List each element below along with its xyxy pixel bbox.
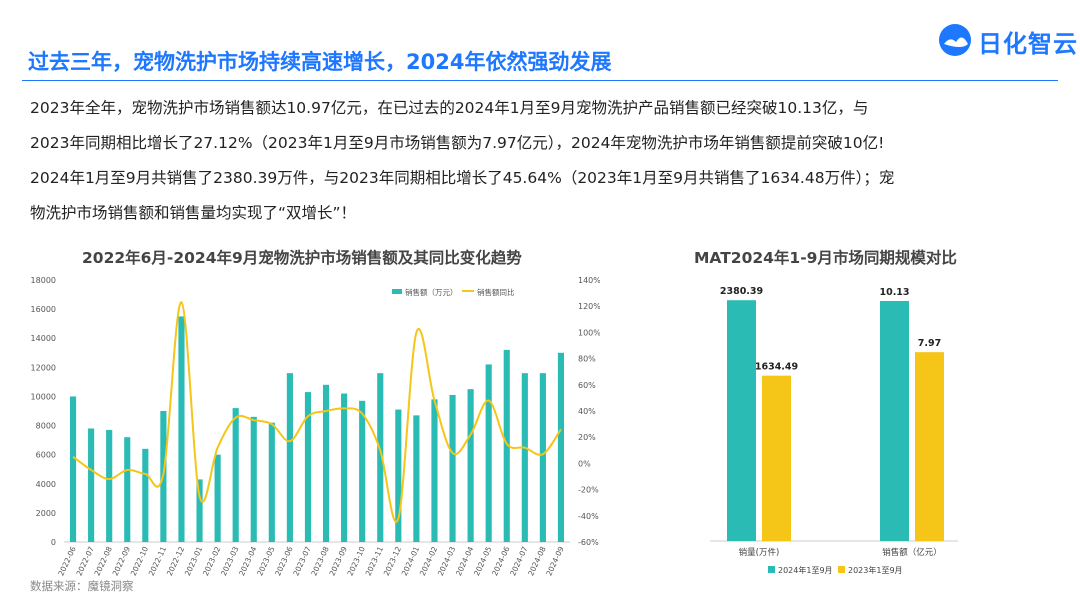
- right-y-tick: -40%: [578, 512, 599, 521]
- legend-label-sales: 销售额（万元）: [405, 287, 458, 297]
- left-y-tick: 8000: [36, 422, 56, 431]
- right-y-tick: 120%: [578, 302, 600, 311]
- sales-bar: [304, 392, 312, 542]
- sales-bar: [268, 422, 275, 542]
- right-y-tick: -60%: [578, 538, 599, 547]
- sales-bar: [250, 416, 257, 542]
- sales-bar: [88, 428, 95, 542]
- sales-bar: [214, 454, 221, 542]
- right-y-tick: 80%: [578, 355, 596, 364]
- title-divider: [22, 80, 1058, 81]
- bar-value-label: 10.13: [879, 287, 909, 298]
- page-title: 过去三年，宠物洗护市场持续高速增长，2024年依然强劲发展: [28, 50, 612, 74]
- sales-bar: [359, 400, 366, 542]
- left-y-tick: 6000: [36, 451, 56, 460]
- left-y-tick: 14000: [31, 334, 56, 343]
- sales-bar: [449, 394, 456, 542]
- left-y-tick: 4000: [36, 480, 56, 489]
- sales-bar: [124, 437, 131, 542]
- sales-bar: [341, 393, 348, 542]
- left-y-tick: 18000: [31, 276, 56, 285]
- comparison-bar: [915, 352, 944, 541]
- cloud-icon: [939, 24, 971, 56]
- right-y-tick: -20%: [578, 486, 599, 495]
- sales-trend-chart: 0 2000 4000 6000 8000 10000 12000 14000 16000 180…: [31, 276, 600, 577]
- right-y-tick: 60%: [578, 381, 596, 390]
- sales-bar: [178, 316, 185, 542]
- legend-swatch-yoy: [462, 290, 474, 292]
- sales-bar: [395, 409, 402, 542]
- left-chart-title: 2022年6月-2024年9月宠物洗护市场销售额及其同比变化趋势: [82, 249, 522, 267]
- sales-bar: [521, 373, 528, 542]
- sales-bar: [322, 384, 330, 542]
- category-label: 销售额（亿元）: [882, 547, 942, 558]
- body-line-1: 2023年全年，宠物洗护市场销售额达10.97亿元，在已过去的2024年1月至9…: [30, 99, 869, 117]
- category-label: 销量(万件): [739, 547, 780, 558]
- sales-bar: [503, 349, 510, 542]
- bar-value-label: 7.97: [918, 338, 941, 349]
- data-source: 数据来源：魔镜洞察: [30, 579, 134, 593]
- right-y-tick: 140%: [578, 276, 600, 285]
- body-line-3: 2024年1月至9月共销售了2380.39万件，与2023年同期相比增长了45.…: [30, 169, 895, 187]
- legend-swatch-2024: [768, 566, 775, 573]
- left-y-tick: 10000: [31, 392, 56, 401]
- sales-bar: [413, 415, 420, 542]
- right-y-tick: 100%: [578, 328, 600, 337]
- left-y-tick: 0: [51, 538, 56, 547]
- legend-label-2024: 2024年1至9月: [778, 565, 833, 575]
- right-chart-title: MAT2024年1-9月市场同期规模对比: [694, 249, 957, 267]
- sales-bar: [69, 396, 77, 542]
- right-y-tick: 0%: [578, 459, 591, 468]
- bar-value-label: 1634.49: [755, 362, 798, 373]
- yoy-line: [72, 301, 562, 523]
- legend-swatch-sales: [392, 289, 402, 294]
- comparison-bar: [880, 300, 909, 541]
- left-y-tick: 16000: [31, 305, 56, 314]
- legend-label-yoy: 销售额同比: [477, 287, 515, 297]
- left-y-tick: 2000: [36, 509, 56, 518]
- sales-bar: [377, 373, 384, 542]
- bar-value-label: 2380.39: [720, 286, 763, 297]
- sales-bar: [142, 448, 149, 542]
- mat-comparison-chart: 2380.39 1634.49 销量(万件) 10.13 7.97 销售额（亿元） 2024…: [710, 286, 958, 575]
- sales-bar: [467, 389, 474, 542]
- comparison-bar: [762, 375, 791, 541]
- right-y-tick: 40%: [578, 407, 596, 416]
- legend-swatch-2023: [838, 566, 845, 573]
- left-y-tick: 12000: [31, 363, 56, 372]
- sales-bar: [557, 352, 565, 542]
- brand-name: 日化智云: [978, 30, 1078, 58]
- sales-bar: [106, 429, 113, 542]
- comparison-bar: [727, 300, 756, 541]
- sales-bar: [431, 399, 438, 542]
- x-tick-label: 2024-09: [544, 545, 565, 577]
- sales-bar: [286, 373, 293, 542]
- right-y-tick: 20%: [578, 433, 596, 442]
- sales-bar: [539, 373, 546, 542]
- body-line-2: 2023年同期相比增长了27.12%（2023年1月至9月市场销售额为7.97亿…: [30, 134, 885, 152]
- legend-label-2023: 2023年1至9月: [848, 565, 903, 575]
- brand-logo: [939, 24, 971, 56]
- body-line-4: 物洗护市场销售额和销售量均实现了“双增长”！: [30, 204, 357, 222]
- sales-bar: [196, 479, 203, 542]
- sales-bar: [485, 364, 492, 542]
- sales-bar: [232, 408, 239, 542]
